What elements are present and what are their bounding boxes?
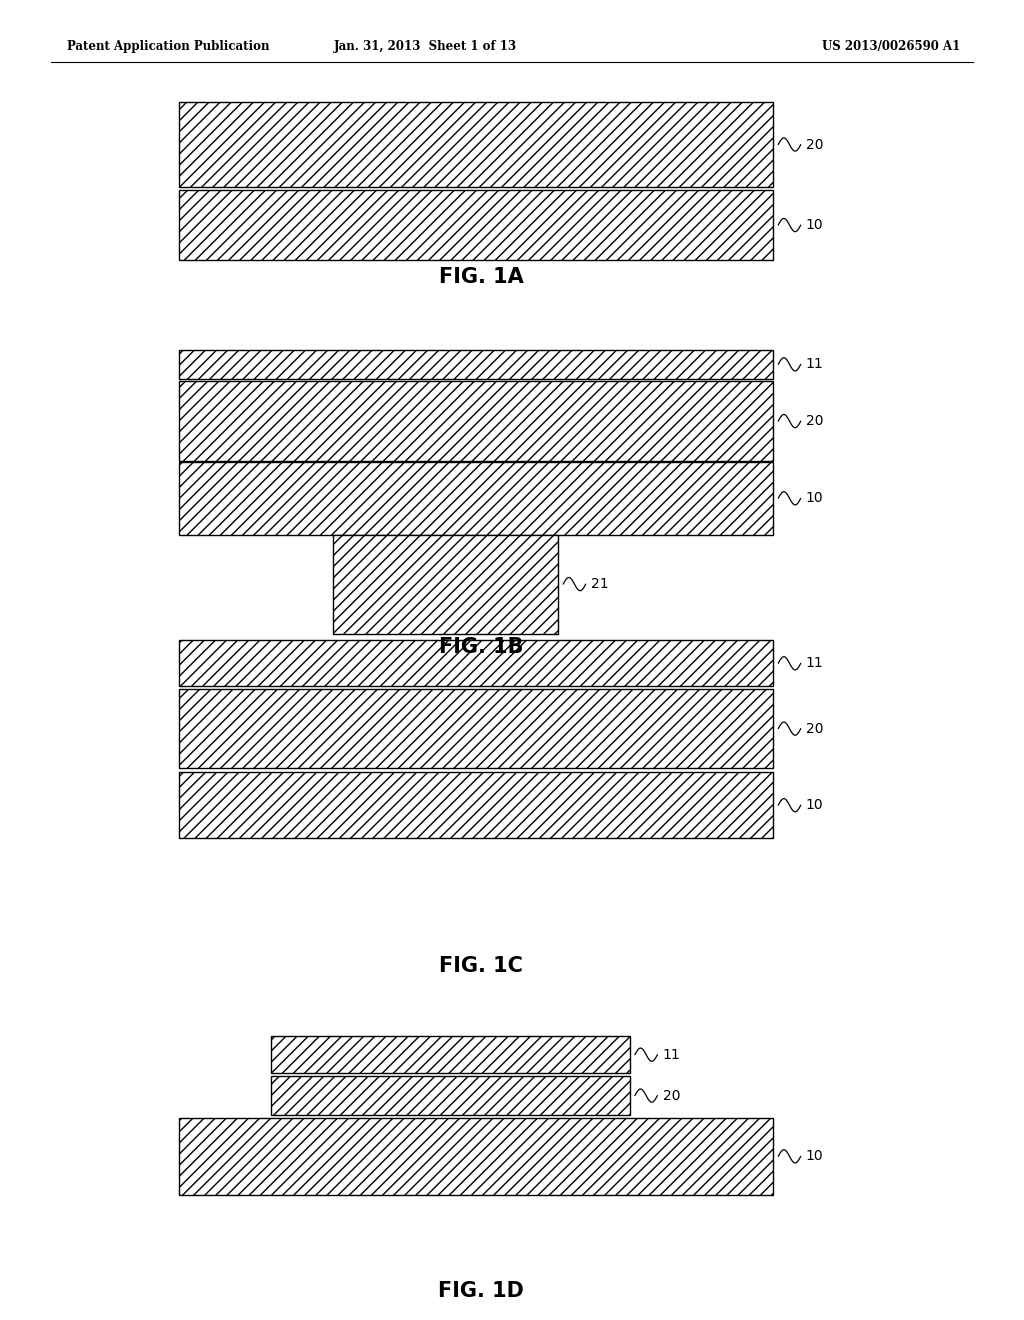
- Bar: [179, 462, 773, 535]
- Text: 20: 20: [806, 414, 823, 428]
- Bar: [179, 689, 773, 768]
- Bar: [179, 102, 773, 187]
- Text: 20: 20: [806, 137, 823, 152]
- Bar: [179, 772, 773, 838]
- Text: 21: 21: [591, 577, 608, 591]
- Text: FIG. 1D: FIG. 1D: [438, 1280, 524, 1302]
- Text: FIG. 1C: FIG. 1C: [439, 956, 523, 977]
- Bar: [179, 381, 773, 461]
- Bar: [271, 1076, 630, 1115]
- Bar: [271, 1036, 630, 1073]
- Bar: [179, 1118, 773, 1195]
- Bar: [179, 640, 773, 686]
- Text: 20: 20: [663, 1089, 680, 1102]
- Text: Jan. 31, 2013  Sheet 1 of 13: Jan. 31, 2013 Sheet 1 of 13: [334, 40, 516, 53]
- Text: US 2013/0026590 A1: US 2013/0026590 A1: [821, 40, 961, 53]
- Text: 10: 10: [806, 218, 823, 232]
- Text: 11: 11: [806, 358, 823, 371]
- Text: FIG. 1A: FIG. 1A: [439, 267, 523, 288]
- Bar: [333, 535, 558, 634]
- Bar: [179, 190, 773, 260]
- Text: 10: 10: [806, 491, 823, 506]
- Text: 11: 11: [663, 1048, 680, 1061]
- Text: Patent Application Publication: Patent Application Publication: [67, 40, 269, 53]
- Text: 10: 10: [806, 799, 823, 812]
- Text: 10: 10: [806, 1150, 823, 1163]
- Bar: [179, 350, 773, 379]
- Text: 11: 11: [806, 656, 823, 671]
- Text: FIG. 1B: FIG. 1B: [439, 636, 523, 657]
- Text: 20: 20: [806, 722, 823, 735]
